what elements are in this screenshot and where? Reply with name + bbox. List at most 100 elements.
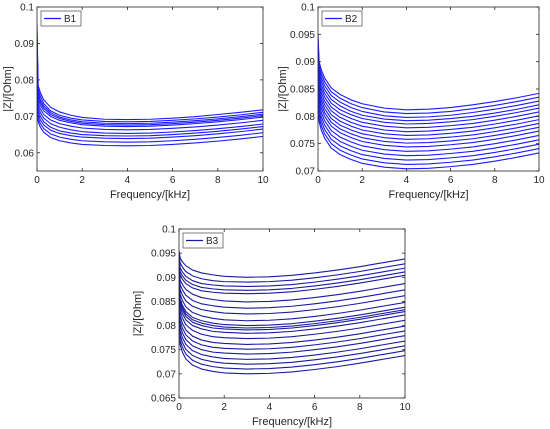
x-tick-label: 2 — [79, 175, 85, 186]
y-tick-label: 0.095 — [151, 249, 176, 260]
y-axis-label: |Z|/[Ohm] — [2, 66, 14, 111]
series-line — [37, 53, 263, 128]
x-tick-label: 10 — [533, 175, 545, 186]
x-tick-label: 4 — [125, 175, 131, 186]
y-tick-label: 0.075 — [290, 139, 315, 150]
series-line — [318, 33, 539, 111]
series-line — [179, 252, 405, 283]
series-line — [179, 259, 405, 295]
y-tick-label: 0.085 — [151, 297, 176, 308]
x-tick-label: 8 — [357, 402, 363, 413]
series-line — [318, 99, 539, 157]
x-tick-label: 10 — [399, 402, 411, 413]
series-line — [179, 264, 405, 309]
x-axis-label: Frequency/[kHz] — [252, 416, 332, 428]
x-tick-label: 0 — [176, 402, 182, 413]
series-line — [37, 24, 263, 121]
x-tick-label: 0 — [34, 175, 40, 186]
y-tick-label: 0.1 — [20, 3, 34, 14]
series-line — [318, 104, 539, 161]
series-line — [37, 90, 263, 143]
x-tick-label: 6 — [312, 402, 318, 413]
series-line — [179, 291, 405, 360]
series-line — [179, 279, 405, 334]
series-line — [179, 276, 405, 331]
x-tick-label: 2 — [221, 402, 227, 413]
series-line — [318, 88, 539, 148]
y-tick-label: 0.08 — [296, 112, 316, 123]
y-tick-label: 0.075 — [151, 345, 176, 356]
series-line — [37, 61, 263, 131]
y-tick-label: 0.07 — [157, 369, 177, 380]
y-tick-label: 0.07 — [15, 112, 35, 123]
series-line — [318, 55, 539, 125]
x-tick-label: 6 — [170, 175, 176, 186]
axes-frame — [36, 6, 264, 172]
series-line — [318, 39, 539, 115]
series-line — [179, 271, 405, 327]
series-line — [179, 283, 405, 345]
series-line — [318, 93, 539, 152]
series-line — [318, 82, 539, 144]
y-tick-label: 0.06 — [15, 148, 35, 159]
series-group — [37, 24, 263, 147]
series-line — [318, 77, 539, 140]
chart-panel-3: 0 2 4 6 8 10 0.065 0.07 0.075 0.08 0.085 0.09 0.095 0… — [132, 225, 411, 429]
series-line — [179, 269, 405, 322]
x-axis-label: Frequency/[kHz] — [110, 189, 190, 201]
series-line — [37, 68, 263, 135]
series-line — [318, 115, 539, 170]
x-axis-label: Frequency/[kHz] — [388, 189, 468, 201]
legend: B2 — [321, 10, 363, 27]
plot-area — [37, 7, 263, 171]
series-line — [179, 296, 405, 370]
x-tick-label: 8 — [215, 175, 221, 186]
y-tick-label: 0.08 — [157, 321, 177, 332]
legend-label: B2 — [345, 14, 358, 25]
series-line — [318, 50, 539, 122]
y-tick-label: 0.07 — [296, 167, 316, 178]
x-tick-label: 10 — [257, 175, 269, 186]
y-tick-label: 0.085 — [290, 85, 315, 96]
chart-panel-2: 0 2 4 6 8 10 0.07 0.075 0.08 0.085 0.09 0.095 0.1 Fre… — [277, 3, 545, 202]
legend-label: B3 — [206, 236, 219, 247]
x-tick-label: 6 — [448, 175, 454, 186]
y-tick-label: 0.08 — [15, 75, 35, 86]
series-line — [318, 61, 539, 129]
legend: B1 — [40, 10, 82, 27]
series-group — [318, 33, 539, 170]
series-line — [179, 257, 405, 291]
series-line — [318, 110, 539, 165]
y-axis-label: |Z|/[Ohm] — [132, 291, 144, 336]
y-tick-label: 0.095 — [290, 30, 315, 41]
series-line — [179, 293, 405, 365]
series-line — [179, 281, 405, 340]
series-line — [37, 75, 263, 137]
series-line — [179, 267, 405, 315]
series-line — [37, 39, 263, 125]
series-line — [179, 250, 405, 278]
series-line — [179, 255, 405, 288]
series-line — [37, 46, 263, 126]
x-tick-label: 2 — [359, 175, 365, 186]
legend: B3 — [182, 232, 224, 249]
y-tick-label: 0.1 — [301, 3, 315, 14]
y-axis-label: |Z|/[Ohm] — [277, 66, 289, 111]
series-line — [318, 44, 539, 118]
series-line — [37, 31, 263, 123]
y-tick-label: 0.09 — [15, 39, 35, 50]
series-line — [37, 97, 263, 147]
x-tick-label: 0 — [315, 175, 321, 186]
series-line — [179, 274, 405, 329]
series-line — [179, 262, 405, 303]
series-group — [179, 250, 405, 375]
x-tick-label: 4 — [404, 175, 410, 186]
y-tick-label: 0.09 — [157, 273, 177, 284]
series-line — [179, 286, 405, 350]
x-tick-label: 4 — [267, 402, 273, 413]
chart-panel-1: 0 2 4 6 8 10 0.06 0.07 0.08 0.09 0.1 Frequency/[kHz… — [2, 3, 269, 202]
series-line — [318, 66, 539, 133]
series-line — [179, 288, 405, 355]
y-tick-label: 0.09 — [296, 57, 316, 68]
